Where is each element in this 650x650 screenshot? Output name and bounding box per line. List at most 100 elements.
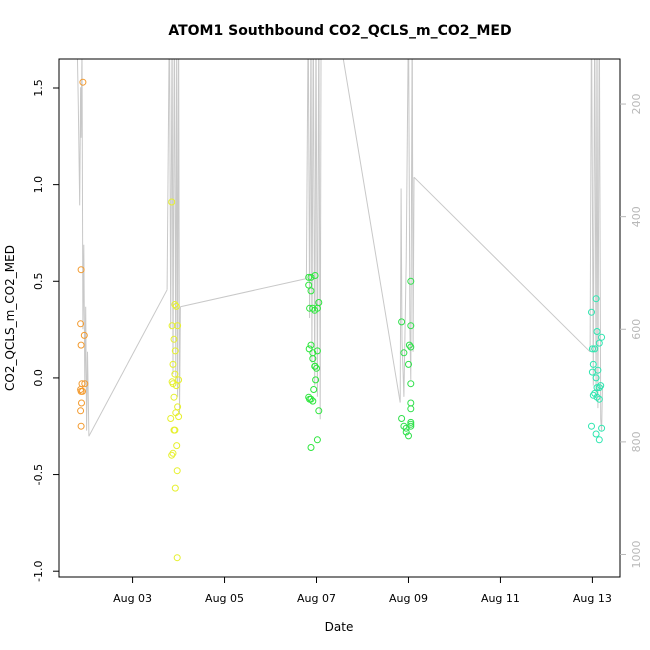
data-point bbox=[589, 391, 597, 399]
right-tick-label: 400 bbox=[630, 206, 643, 227]
data-point bbox=[77, 266, 85, 274]
data-point bbox=[77, 407, 85, 415]
data-point bbox=[172, 382, 180, 390]
data-point bbox=[305, 281, 313, 289]
trace-line bbox=[88, 289, 168, 437]
axes-layer: Aug 03 Aug 05 Aug 07 Aug 09 Aug 11 Aug 13 -1.0… bbox=[32, 58, 643, 605]
data-point bbox=[589, 360, 597, 368]
trace-line bbox=[76, 59, 90, 437]
data-point bbox=[307, 273, 315, 281]
data-point bbox=[593, 328, 601, 335]
data-point bbox=[77, 320, 85, 328]
y-tick-label: -0.5 bbox=[32, 464, 45, 485]
data-point bbox=[173, 442, 181, 450]
data-point bbox=[402, 428, 410, 436]
data-point bbox=[310, 386, 318, 393]
x-tick-label: Aug 03 bbox=[113, 592, 152, 605]
data-point bbox=[593, 393, 601, 401]
data-point bbox=[78, 399, 85, 407]
data-point bbox=[595, 339, 603, 347]
data-point bbox=[175, 376, 183, 384]
data-point bbox=[313, 347, 321, 355]
data-point bbox=[174, 322, 182, 330]
data-point bbox=[171, 426, 179, 434]
data-point bbox=[592, 430, 600, 438]
data-point bbox=[588, 368, 596, 376]
data-point bbox=[309, 397, 317, 405]
x-tick-label: Aug 05 bbox=[205, 592, 244, 605]
data-point bbox=[311, 272, 319, 279]
data-point bbox=[402, 424, 410, 432]
data-point bbox=[407, 420, 415, 428]
trace-line bbox=[305, 59, 322, 420]
data-point bbox=[307, 287, 315, 295]
data-point bbox=[588, 308, 595, 316]
y-tick-label: 1.0 bbox=[32, 176, 45, 194]
data-point bbox=[309, 304, 317, 312]
y-tick-label: -1.0 bbox=[32, 560, 45, 581]
y-tick-label: 0.0 bbox=[32, 369, 45, 387]
data-point bbox=[405, 432, 412, 440]
trace-line bbox=[413, 176, 591, 353]
data-point bbox=[167, 415, 175, 422]
data-point bbox=[311, 362, 319, 370]
data-point bbox=[171, 370, 179, 378]
data-point bbox=[312, 376, 320, 384]
data-point bbox=[173, 554, 181, 562]
chart-title: ATOM1 Southbound CO2_QCLS_m_CO2_MED bbox=[168, 23, 511, 39]
x-tick-label: Aug 09 bbox=[389, 592, 428, 605]
data-point bbox=[407, 343, 415, 351]
data-point bbox=[313, 364, 320, 372]
data-point bbox=[400, 349, 408, 357]
data-point bbox=[175, 413, 183, 421]
data-point bbox=[79, 78, 87, 86]
data-point bbox=[80, 331, 88, 339]
data-point bbox=[169, 449, 177, 457]
data-point bbox=[595, 395, 603, 403]
data-point bbox=[591, 345, 599, 353]
data-point bbox=[170, 393, 178, 401]
data-point bbox=[305, 345, 313, 353]
y-tick-label: 1.5 bbox=[32, 79, 45, 97]
data-point bbox=[173, 467, 181, 475]
right-tick-label: 200 bbox=[630, 94, 643, 115]
data-point bbox=[315, 407, 323, 415]
data-point bbox=[398, 415, 406, 422]
data-point bbox=[593, 384, 601, 392]
data-point bbox=[597, 382, 605, 390]
points-layer bbox=[77, 78, 606, 562]
y-tick-label: 0.5 bbox=[32, 273, 45, 291]
right-tick-label: 600 bbox=[630, 319, 643, 340]
data-point bbox=[77, 341, 85, 349]
data-point bbox=[592, 374, 600, 382]
data-point bbox=[171, 347, 179, 355]
data-point bbox=[407, 418, 415, 426]
data-point bbox=[405, 341, 413, 349]
x-tick-label: Aug 11 bbox=[481, 592, 520, 605]
x-tick-label: Aug 07 bbox=[297, 592, 336, 605]
data-point bbox=[169, 360, 177, 368]
x-axis-label: Date bbox=[325, 620, 354, 634]
data-point bbox=[309, 355, 317, 363]
data-point bbox=[405, 360, 412, 368]
data-point bbox=[407, 422, 415, 430]
data-point bbox=[79, 387, 86, 395]
data-point bbox=[171, 301, 179, 308]
data-point bbox=[313, 304, 321, 312]
data-point bbox=[407, 380, 415, 388]
data-point bbox=[588, 422, 595, 430]
data-point bbox=[313, 436, 321, 444]
trace-line bbox=[166, 59, 181, 414]
data-point bbox=[598, 424, 606, 432]
data-point bbox=[168, 451, 176, 459]
trace-line bbox=[589, 59, 603, 431]
right-tick-label: 1000 bbox=[630, 541, 643, 569]
data-point bbox=[407, 322, 415, 330]
data-point bbox=[81, 380, 89, 388]
trace-line bbox=[342, 59, 401, 403]
trace-line bbox=[180, 278, 307, 308]
data-point bbox=[77, 422, 85, 430]
data-point bbox=[595, 384, 603, 392]
